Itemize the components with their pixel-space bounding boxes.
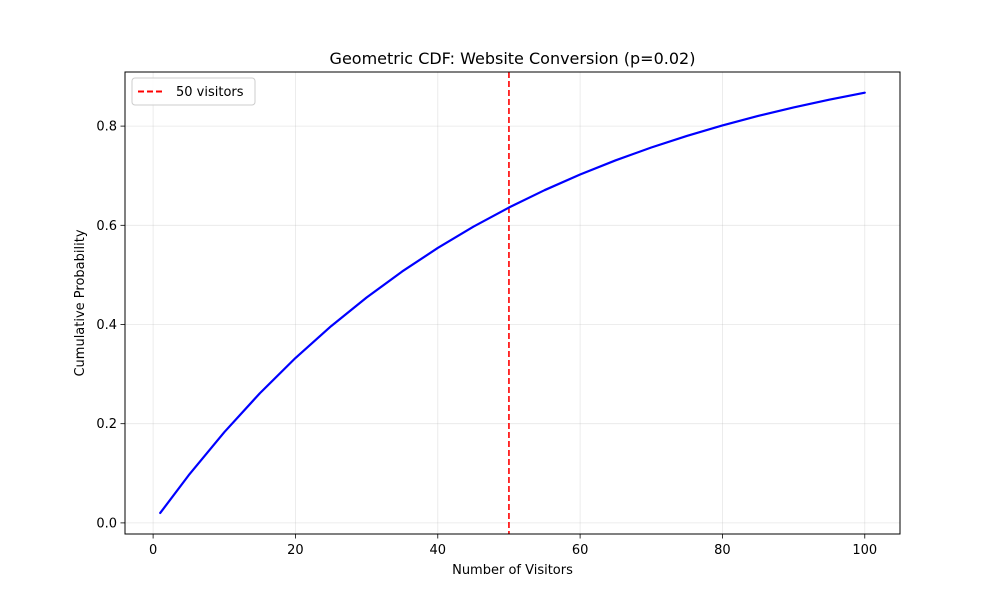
legend: 50 visitors <box>131 77 256 106</box>
x-axis-label: Number of Visitors <box>452 563 573 578</box>
y-tick-label: 0.2 <box>96 417 117 432</box>
plot-frame <box>124 71 901 535</box>
x-tick-label: 80 <box>714 543 731 558</box>
y-tick-label: 0.8 <box>96 120 117 135</box>
series-layer <box>159 91 866 515</box>
legend-label-50-visitors: 50 visitors <box>176 85 244 100</box>
y-axis-label: Cumulative Probability <box>73 229 88 376</box>
y-tick-label: 0.4 <box>96 318 117 333</box>
y-tick-label: 0.6 <box>96 219 117 234</box>
tick-layer: 0 20 40 60 80 100 0.0 0.2 0.4 0.6 0.8 <box>96 120 877 558</box>
x-tick-label: 20 <box>287 543 304 558</box>
x-tick-label: 60 <box>572 543 589 558</box>
y-tick-label: 0.0 <box>96 516 117 531</box>
legend-box <box>131 77 256 106</box>
chart-title: Geometric CDF: Website Conversion (p=0.0… <box>330 49 696 68</box>
x-tick-label: 40 <box>430 543 447 558</box>
x-tick-label: 0 <box>149 543 157 558</box>
grid-layer <box>125 72 900 534</box>
cdf-series-line <box>159 91 866 515</box>
x-tick-label: 100 <box>852 543 877 558</box>
